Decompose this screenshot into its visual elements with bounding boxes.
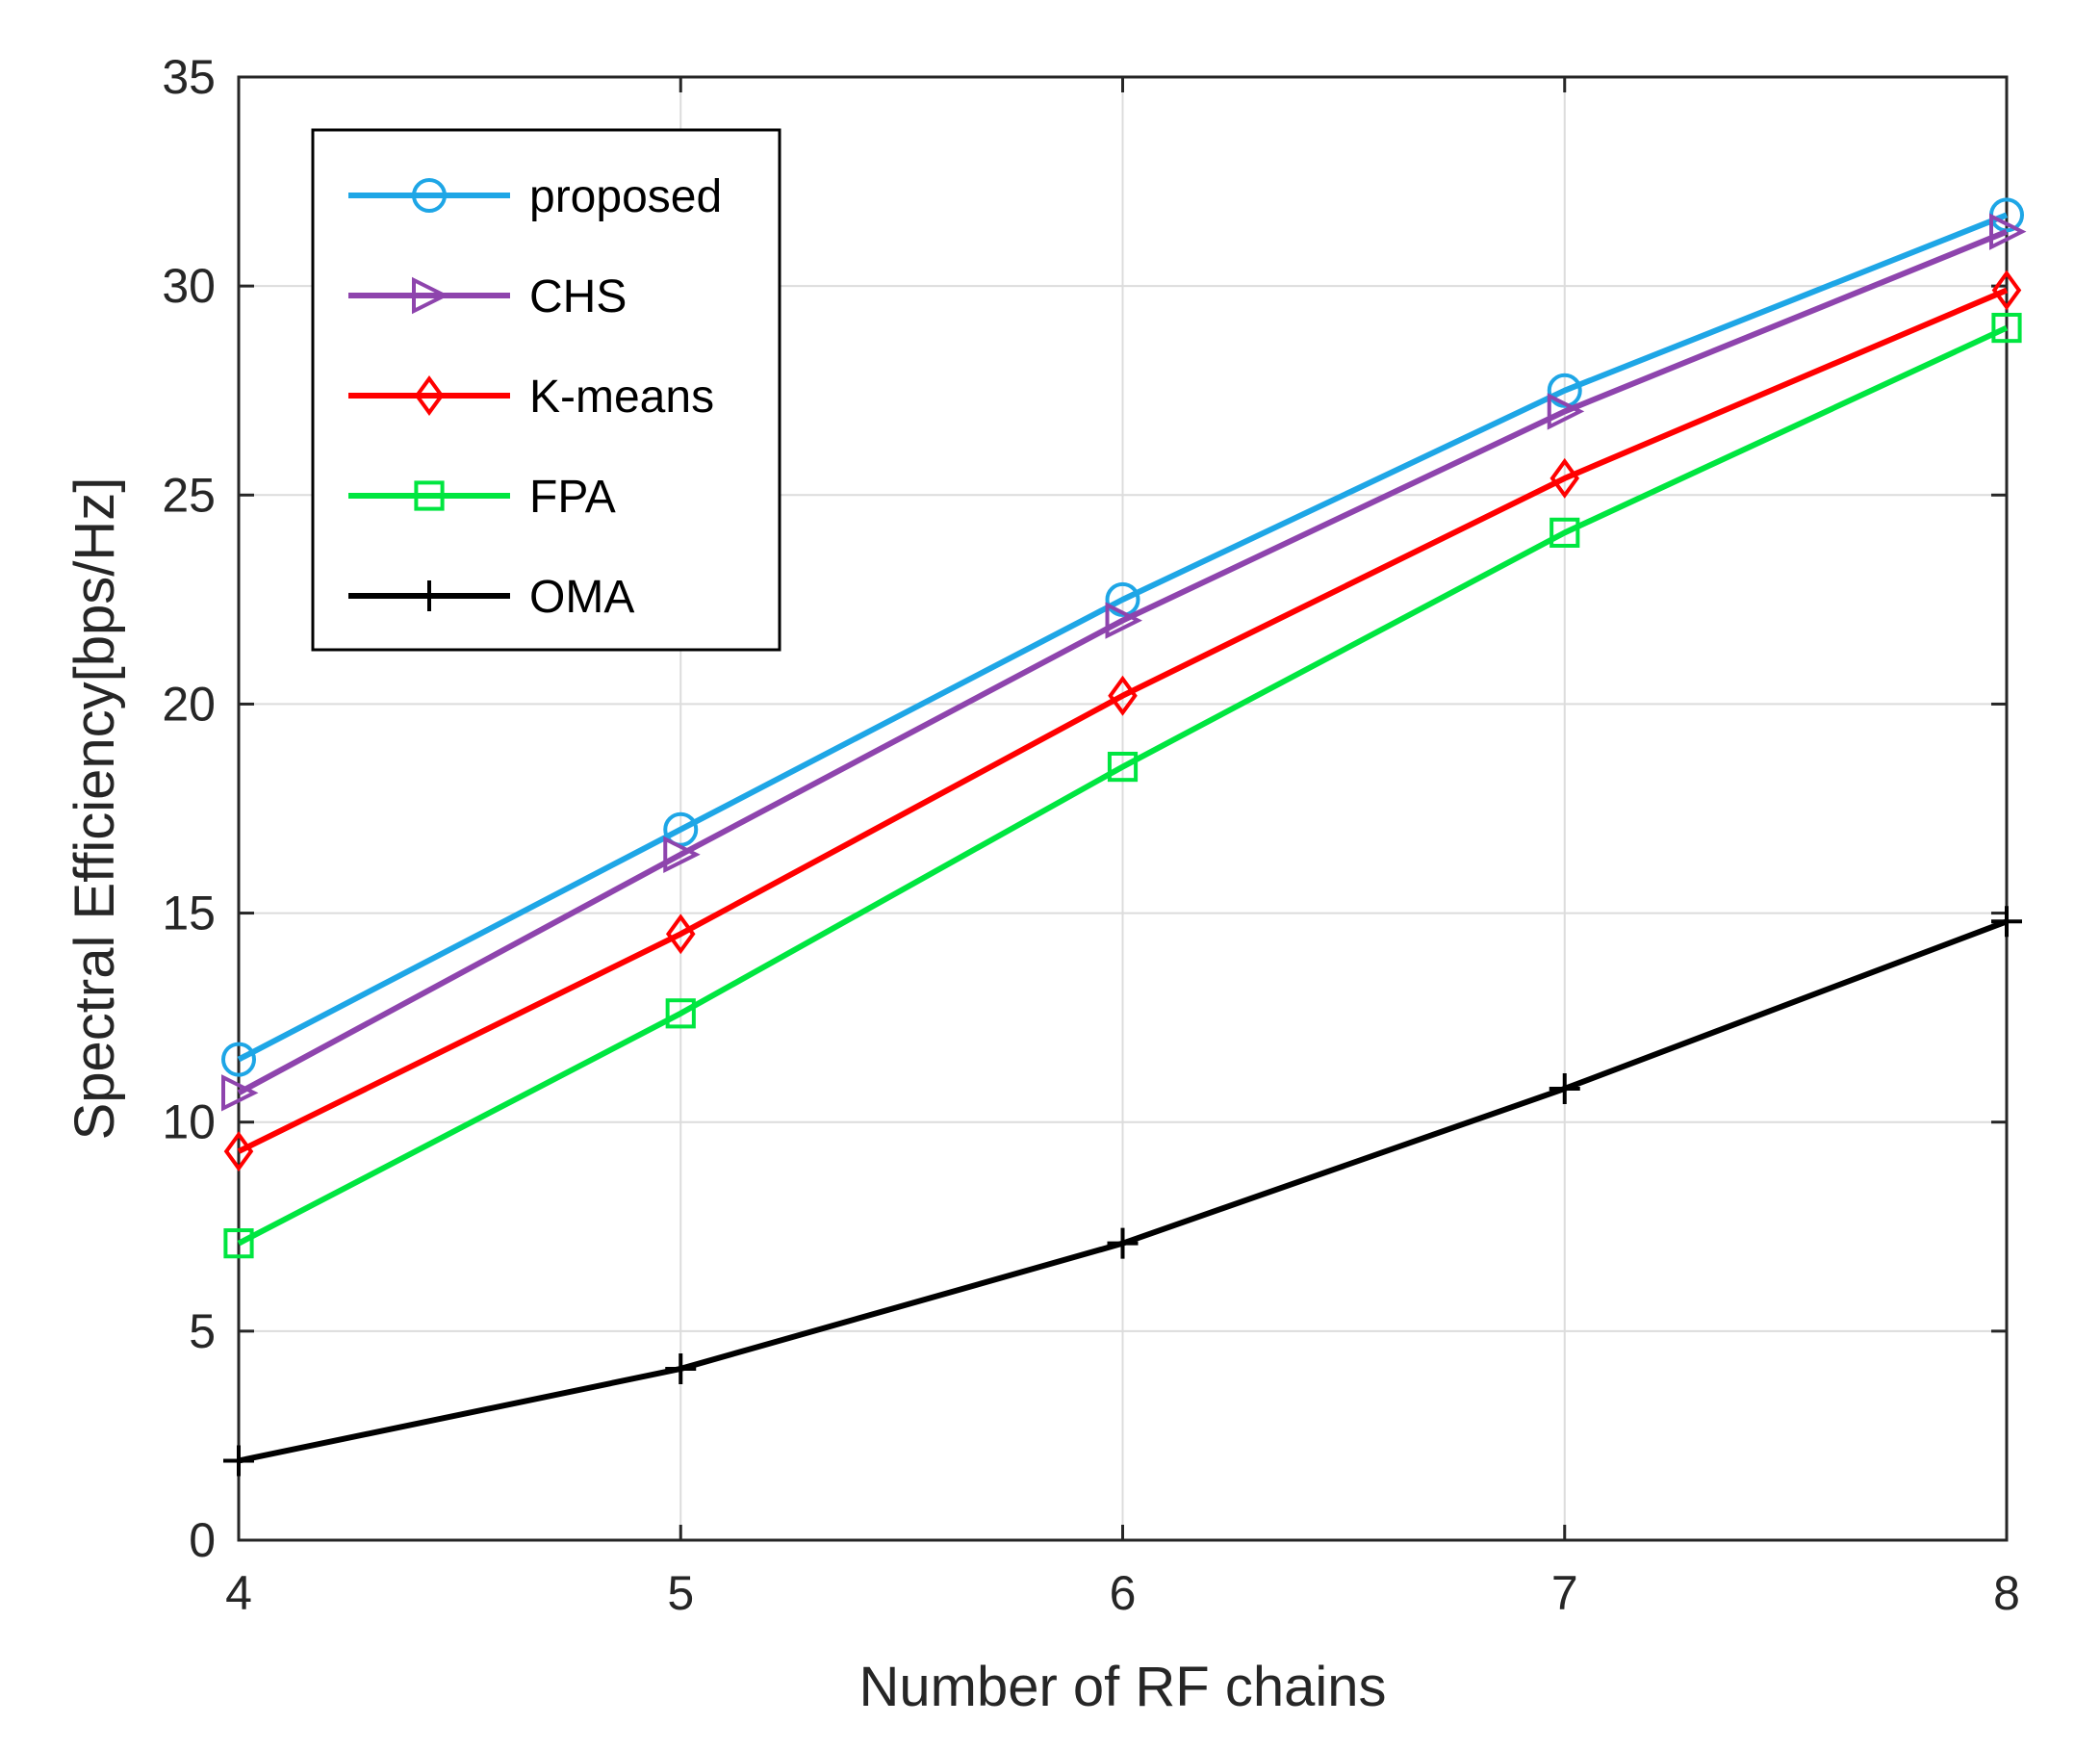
data-point-fpa xyxy=(665,998,696,1029)
y-tick-label: 25 xyxy=(162,468,216,522)
data-point-proposed xyxy=(1547,373,1582,408)
x-tick-label: 7 xyxy=(1551,1566,1578,1620)
data-point-oma xyxy=(1549,1072,1580,1104)
grid-lines xyxy=(238,76,2008,1541)
y-tick-label: 0 xyxy=(189,1513,216,1567)
x-tick-label: 4 xyxy=(225,1566,252,1620)
series-fpa xyxy=(223,312,2022,1259)
data-point-oma xyxy=(1107,1227,1139,1259)
y-tick-label: 20 xyxy=(162,677,216,731)
series-line-proposed xyxy=(237,212,2009,1063)
data-point-oma xyxy=(223,1445,254,1477)
data-point-k-means xyxy=(1108,675,1138,716)
y-tick-label: 10 xyxy=(162,1095,216,1149)
legend-marker-oma xyxy=(414,580,445,611)
x-axis-title: Number of RF chains xyxy=(859,1656,1387,1718)
y-tick-label: 15 xyxy=(162,887,216,940)
data-point-k-means xyxy=(665,914,696,955)
legend-entry-fpa: FPA xyxy=(348,472,616,523)
data-point-chs xyxy=(221,1074,259,1112)
legend-marker-chs xyxy=(412,276,449,315)
axis-ticks: 4 5 6 7 8 0 5 10 15 20 25 30 35 xyxy=(162,50,2020,1620)
legend-box xyxy=(311,128,781,652)
legend-entry-k-means: K-means xyxy=(348,372,714,423)
legend-label-proposed: proposed xyxy=(529,171,722,222)
legend-entry-proposed: proposed xyxy=(348,171,722,222)
x-tick-label: 5 xyxy=(667,1566,694,1620)
legend: proposed CHS K-means FPA OMA xyxy=(311,128,781,652)
legend-entry-chs: CHS xyxy=(348,271,627,322)
series-line-k-means xyxy=(237,287,2009,1154)
x-tick-label: 8 xyxy=(1993,1566,2020,1620)
series-k-means xyxy=(223,270,2022,1172)
y-axis-title: Spectral Efficiency[bps/Hz] xyxy=(64,477,126,1141)
x-tick-label: 6 xyxy=(1110,1566,1137,1620)
data-point-chs xyxy=(1105,602,1142,639)
y-tick-label: 5 xyxy=(189,1304,216,1358)
y-tick-label: 30 xyxy=(162,259,216,313)
data-point-k-means xyxy=(1991,270,2022,311)
legend-marker-proposed xyxy=(412,178,447,213)
data-point-k-means xyxy=(223,1131,254,1172)
series-oma xyxy=(223,906,2022,1477)
legend-label-oma: OMA xyxy=(529,572,634,623)
data-point-chs xyxy=(1547,393,1585,430)
legend-label-chs: CHS xyxy=(529,271,627,322)
data-point-oma xyxy=(665,1352,697,1384)
data-point-fpa xyxy=(1549,517,1580,548)
data-point-proposed xyxy=(221,1042,256,1077)
y-tick-label: 35 xyxy=(162,50,216,104)
series-line-chs xyxy=(237,228,2009,1095)
data-point-oma xyxy=(1991,906,2022,938)
legend-label-k-means: K-means xyxy=(529,372,714,423)
series-line-fpa xyxy=(237,324,2009,1247)
series-chs xyxy=(221,213,2027,1112)
data-point-fpa xyxy=(1107,751,1139,783)
data-point-k-means xyxy=(1549,457,1580,499)
legend-label-fpa: FPA xyxy=(529,472,616,523)
legend-marker-k-means xyxy=(414,374,445,417)
data-point-fpa xyxy=(223,1228,254,1259)
data-series xyxy=(221,197,2027,1477)
legend-marker-fpa xyxy=(414,480,445,511)
data-point-proposed xyxy=(1105,581,1140,617)
data-point-fpa xyxy=(1991,312,2022,344)
data-point-chs xyxy=(1989,213,2027,250)
legend-entry-oma: OMA xyxy=(348,572,634,623)
data-point-chs xyxy=(663,836,701,874)
